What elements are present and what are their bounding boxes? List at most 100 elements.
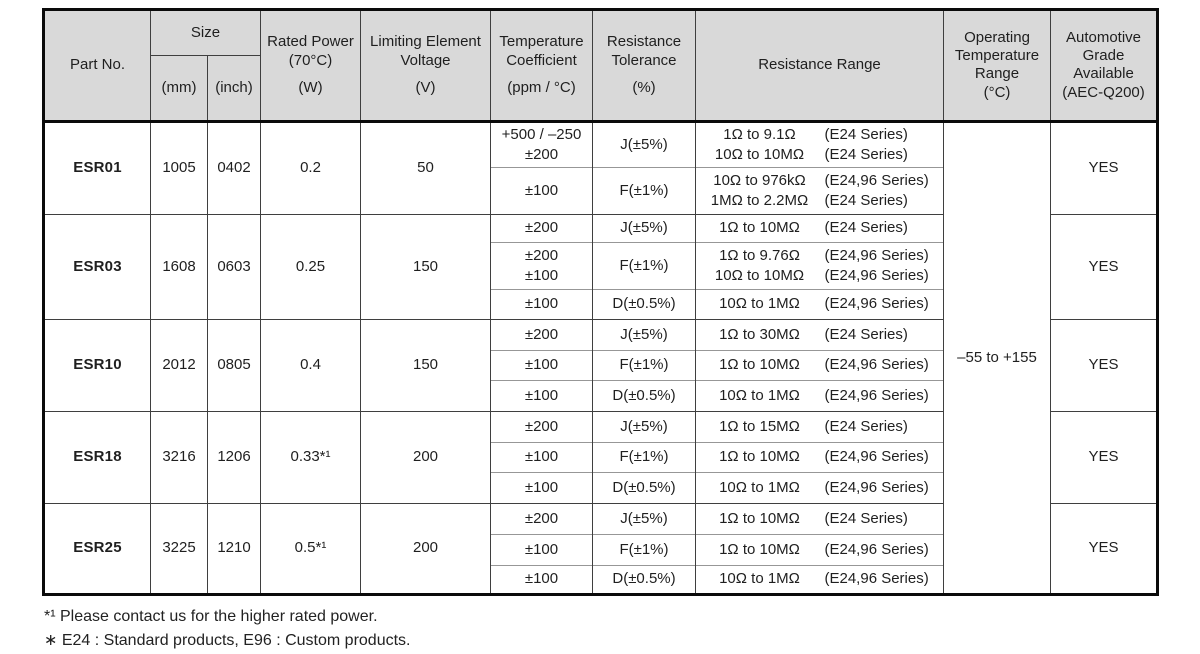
col-header-size-inch: (inch) [207,55,261,122]
size-inch-cell: 0402 [207,119,261,215]
temp-coefficient-cell: ±200 [490,318,593,351]
resistance-range-cell: 1Ω to 9.1Ω (E24 Series) 10Ω to 10MΩ (E24 Se… [695,119,944,168]
col-header-size: Size [150,8,261,57]
rated-power-cell: 0.2 [260,119,361,215]
rated-power-cell: 0.4 [260,318,361,412]
temp-coefficient-cell: ±100 [490,564,593,595]
automotive-grade-cell: YES [1050,502,1158,595]
resistance-range-cell: 10Ω to 1MΩ (E24,96 Series) [695,564,944,595]
limiting-voltage-cell: 200 [360,502,491,595]
temp-coefficient-cell: ±200 [490,410,593,443]
spec-row-esr18-1: ESR18 3216 1206 0.33*¹ 200 ±200 J(±5%) 1Ω to 15… [43,410,1158,504]
size-mm-cell: 1005 [150,119,208,215]
col-header-limiting-voltage: Limiting Element Voltage (V) [360,9,491,122]
temp-coefficient-cell: ±100 [490,288,593,320]
limiting-voltage-cell: 150 [360,318,491,412]
operating-temperature-cell: –55 to +155 [943,119,1051,595]
tolerance-label: Resistance Tolerance [606,33,682,69]
part-number-cell: ESR03 [43,213,151,320]
spec-row-esr01-1: ESR01 1005 0402 0.2 50 +500 / –250 ±200 J(±5%)… [43,119,1158,595]
limiting-voltage-cell: 150 [360,213,491,320]
rated-power-cell: 0.5*¹ [260,502,361,595]
size-mm-cell: 3216 [150,410,208,504]
temp-coefficient-cell: ±100 [490,441,593,473]
resistance-range-cell: 1Ω to 10MΩ (E24,96 Series) [695,533,944,566]
col-header-part-no: Part No. [43,9,151,122]
part-number-cell: ESR10 [43,318,151,412]
spec-row-esr18-3: ±100 D(±0.5%) 10Ω to 1MΩ (E24,96 Series) [44,471,1158,504]
tolerance-cell: F(±1%) [592,533,696,566]
col-header-automotive-grade: Automotive Grade Available (AEC-Q200) [1050,9,1158,122]
temp-coefficient-label: Temperature Coefficient [499,33,584,69]
temp-coefficient-cell: ±100 [490,379,593,412]
rated-power-cell: 0.25 [260,213,361,320]
size-inch-cell: 1210 [207,502,261,595]
temp-coefficient-unit: (ppm / °C) [507,79,576,96]
part-number-cell: ESR25 [43,502,151,595]
size-mm-cell: 2012 [150,318,208,412]
tolerance-cell: J(±5%) [592,410,696,443]
temp-coefficient-cell: +500 / –250 ±200 [490,119,593,168]
size-inch-cell: 1206 [207,410,261,504]
limiting-voltage-label: Limiting Element Voltage [370,33,481,69]
col-header-temp-coefficient: Temperature Coefficient (ppm / °C) [490,9,593,122]
size-inch-cell: 0603 [207,213,261,320]
col-header-operating-temperature: Operating Temperature Range (°C) [943,9,1051,122]
col-header-rated-power: Rated Power (70°C) (W) [260,9,361,122]
limiting-voltage-cell: 200 [360,410,491,504]
tolerance-cell: F(±1%) [592,349,696,381]
footnotes: *¹ Please contact us for the higher rate… [44,605,1200,654]
spec-row-esr10-3: ±100 D(±0.5%) 10Ω to 1MΩ (E24,96 Series) [44,379,1158,412]
spec-row-esr25-2: ±100 F(±1%) 1Ω to 10MΩ (E24,96 Series) [44,533,1158,566]
tolerance-cell: J(±5%) [592,502,696,535]
resistance-range-cell: 1Ω to 10MΩ (E24 Series) [695,502,944,535]
tolerance-cell: J(±5%) [592,119,696,168]
spec-row-esr10-1: ESR10 2012 0805 0.4 150 ±200 J(±5%) 1Ω to 30MΩ(… [43,318,1158,412]
footnote-rated-power: *¹ Please contact us for the higher rate… [44,607,378,625]
resistance-range-cell: 10Ω to 1MΩ (E24,96 Series) [695,471,944,504]
temp-coefficient-cell: ±100 [490,166,593,215]
limiting-voltage-unit: (V) [415,79,436,96]
spec-row-esr25-1: ESR25 3225 1210 0.5*¹ 200 ±200 J(±5%) 1Ω to 10M… [43,502,1158,595]
rated-power-label: Rated Power (70°C) [267,33,354,69]
spec-row-esr18-2: ±100 F(±1%) 1Ω to 10MΩ (E24,96 Series) [44,441,1158,473]
resistance-range-cell: 1Ω to 10MΩ (E24 Series) [695,213,944,243]
tolerance-unit: (%) [632,79,656,96]
part-number-cell: ESR18 [43,410,151,504]
automotive-grade-cell: YES [1050,410,1158,504]
resistance-range-cell: 1Ω to 9.76Ω (E24,96 Series) 10Ω to 10MΩ (E2… [695,241,944,290]
automotive-grade-cell: YES [1050,119,1158,215]
col-header-resistance-range: Resistance Range [695,9,944,122]
temp-coefficient-cell: ±200 [490,213,593,243]
resistance-range-cell: 1Ω to 10MΩ (E24,96 Series) [695,441,944,473]
automotive-grade-cell: YES [1050,213,1158,320]
temp-coefficient-cell: ±200 [490,502,593,535]
spec-row-esr03-2: ±200 ±100 F(±1%) 1Ω to 9.76Ω (E24,96 Series… [44,241,1158,290]
tolerance-cell: D(±0.5%) [592,564,696,595]
col-header-tolerance: Resistance Tolerance (%) [592,9,696,122]
resistance-range-cell: 10Ω to 1MΩ (E24,96 Series) [695,288,944,320]
temp-coefficient-cell: ±100 [490,349,593,381]
rated-power-unit: (W) [298,79,323,96]
spec-row-esr10-2: ±100 F(±1%) 1Ω to 10MΩ (E24,96 Series) [44,349,1158,381]
resistance-range-cell: 1Ω to 15MΩ (E24 Series) [695,410,944,443]
temp-coefficient-cell: ±200 ±100 [490,241,593,290]
size-inch-cell: 0805 [207,318,261,412]
spec-row-esr03-1: ESR03 1608 0603 0.25 150 ±200 J(±5%) 1Ω to 10MΩ… [43,213,1158,320]
tolerance-cell: D(±0.5%) [592,379,696,412]
size-mm-cell: 1608 [150,213,208,320]
spec-row-esr25-3: ±100 D(±0.5%) 10Ω to 1MΩ (E24,96 Series) [44,564,1158,595]
rated-power-cell: 0.33*¹ [260,410,361,504]
automotive-grade-cell: YES [1050,318,1158,412]
resistance-range-cell: 10Ω to 1MΩ (E24,96 Series) [695,379,944,412]
tolerance-cell: F(±1%) [592,441,696,473]
tolerance-cell: D(±0.5%) [592,288,696,320]
tolerance-cell: J(±5%) [592,213,696,243]
tolerance-cell: J(±5%) [592,318,696,351]
limiting-voltage-cell: 50 [360,119,491,215]
size-mm-cell: 3225 [150,502,208,595]
resistance-range-cell: 10Ω to 976kΩ (E24,96 Series) 1MΩ to 2.2MΩ(… [695,166,944,215]
footnote-series: ∗ E24 : Standard products, E96 : Custom … [44,632,411,650]
tolerance-cell: D(±0.5%) [592,471,696,504]
